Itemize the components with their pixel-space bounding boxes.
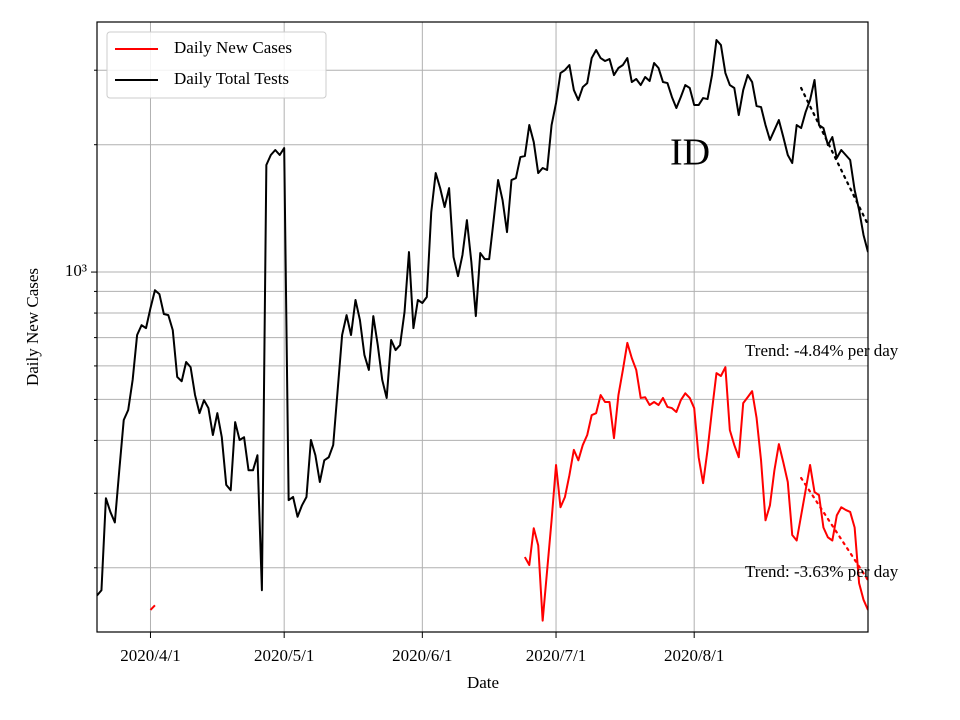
- legend-box: [106, 31, 327, 99]
- x-axis-label: Date: [467, 673, 499, 692]
- chart-title: ID: [670, 132, 710, 174]
- x-tick-label: 2020/4/1: [120, 646, 180, 665]
- series-line: [149, 341, 868, 622]
- y-tick-label: 10³: [65, 261, 87, 280]
- series-line: [97, 39, 868, 597]
- trend-label: Trend: -4.84% per day: [745, 341, 899, 360]
- x-tick-label: 2020/5/1: [254, 646, 314, 665]
- x-tick-label: 2020/8/1: [664, 646, 724, 665]
- axes-frame: [96, 21, 869, 633]
- x-tick-label: 2020/7/1: [526, 646, 586, 665]
- trend-label: Trend: -3.63% per day: [745, 562, 899, 581]
- legend-label: Daily New Cases: [174, 38, 292, 57]
- x-tick-label: 2020/6/1: [392, 646, 452, 665]
- trend-line: [800, 86, 868, 226]
- legend: Daily New Cases Daily Total Tests: [106, 31, 327, 99]
- plot-area: [97, 39, 868, 622]
- legend-label: Daily Total Tests: [174, 69, 289, 88]
- y-axis-label: Daily New Cases: [23, 268, 42, 386]
- trend-line: [800, 476, 868, 582]
